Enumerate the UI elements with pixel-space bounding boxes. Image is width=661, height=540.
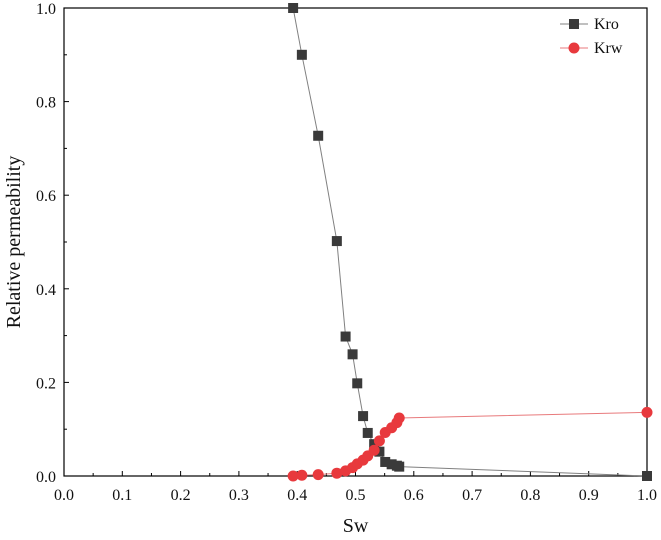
data-point-krw <box>393 412 405 424</box>
data-point-krw <box>296 469 308 481</box>
x-tick-label: 0.0 <box>54 487 74 504</box>
data-point-krw <box>373 435 385 447</box>
axes: 0.0 0.1 0.2 0.3 0.4 0.5 0.6 0.7 0.8 0.9 1.0 0.0 0.2 0… <box>36 1 657 504</box>
y-tick-label: 0.0 <box>36 469 56 486</box>
legend-marker <box>568 42 580 54</box>
data-point-krw <box>368 444 380 456</box>
data-point-krw <box>331 467 343 479</box>
y-tick-label: 0.2 <box>36 375 56 392</box>
x-tick-label: 0.2 <box>171 487 191 504</box>
data-point-kro <box>296 49 307 60</box>
plot-frame <box>63 7 648 477</box>
data-point-kro <box>352 378 363 389</box>
data-point-kro <box>386 459 397 470</box>
data-point-kro <box>394 461 405 472</box>
data-point-kro <box>347 349 358 360</box>
x-tick-label: 0.6 <box>404 487 424 504</box>
series-layer <box>287 3 653 482</box>
data-point-krw <box>312 469 324 481</box>
x-tick-label: 0.8 <box>520 487 540 504</box>
data-point-kro <box>380 456 391 467</box>
data-point-kro <box>362 427 373 438</box>
x-tick-label: 1.0 <box>637 487 657 504</box>
x-tick-label: 0.5 <box>346 487 366 504</box>
data-point-krw <box>287 470 299 482</box>
y-tick-label: 1.0 <box>36 1 56 18</box>
legend-item-kro: Kro <box>560 16 619 33</box>
series-line-kro <box>292 7 648 477</box>
legend-label: Kro <box>594 16 619 33</box>
y-tick-label: 0.4 <box>36 282 56 299</box>
y-axis-title: Relative permeability <box>3 156 25 329</box>
legend-marker <box>569 19 579 29</box>
x-tick-label: 0.3 <box>229 487 249 504</box>
x-tick-label: 0.7 <box>462 487 482 504</box>
data-point-kro <box>369 439 380 450</box>
legend-label: Krw <box>594 40 623 57</box>
data-point-kro <box>358 411 369 422</box>
series-kro <box>288 3 652 481</box>
series-krw <box>287 406 653 482</box>
y-tick-label: 0.6 <box>36 188 56 205</box>
data-point-kro <box>331 236 342 247</box>
data-point-kro <box>642 471 652 481</box>
legend-item-krw: Krw <box>560 40 623 57</box>
data-point-kro <box>340 331 351 342</box>
x-axis-title: Sw <box>343 515 369 537</box>
x-tick-label: 0.1 <box>112 487 132 504</box>
legend: Kro Krw <box>560 16 623 57</box>
data-point-krw <box>641 406 653 418</box>
x-tick-label: 0.4 <box>287 487 307 504</box>
data-point-kro <box>313 130 324 141</box>
y-tick-label: 0.8 <box>36 95 56 112</box>
data-point-kro <box>288 3 299 13</box>
x-tick-label: 0.9 <box>579 487 599 504</box>
